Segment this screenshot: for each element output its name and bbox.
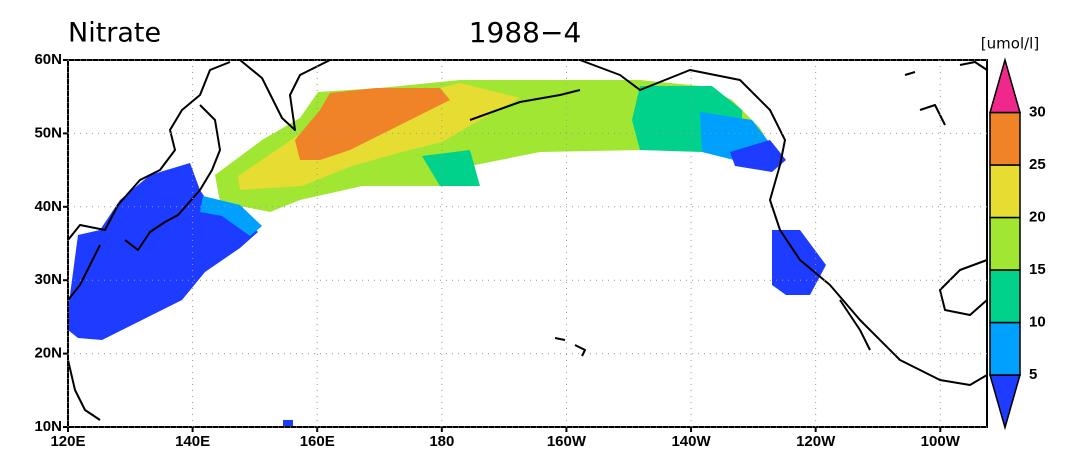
colorbar-label: 30: [1029, 103, 1046, 120]
title: Nitrate: [68, 18, 161, 49]
lat-label: 30N: [34, 271, 62, 288]
lon-label: 180: [429, 433, 454, 450]
lat-label: 50N: [34, 124, 62, 141]
units-label: [umol/l]: [981, 35, 1039, 53]
colorbar-label: 20: [1029, 208, 1046, 225]
lat-label: 20N: [34, 345, 62, 362]
colorbar-segment: [989, 164, 1021, 219]
colorbar-over: [989, 57, 1021, 114]
lon-label: 160E: [300, 433, 335, 450]
date-label: 1988−4: [469, 16, 582, 49]
lat-label: 40N: [34, 198, 62, 215]
map-frame: [67, 59, 988, 428]
colorbar-segment: [989, 269, 1021, 324]
colorbar-label: 15: [1029, 261, 1046, 278]
lon-label: 100W: [921, 433, 961, 450]
colorbar-label: 25: [1029, 156, 1046, 173]
colorbar-label: 5: [1029, 366, 1037, 383]
colorbar-segment: [989, 321, 1021, 376]
lat-label: 60N: [34, 51, 62, 68]
lon-label: 120E: [50, 433, 85, 450]
colorbar-label: 10: [1029, 313, 1046, 330]
coastlines: [67, 59, 988, 421]
lon-label: 140E: [175, 433, 210, 450]
colorbar-segment: [989, 111, 1021, 166]
colorbar-segment: [989, 216, 1021, 271]
lon-label: 160W: [547, 433, 587, 450]
nitrate-field: [68, 80, 826, 427]
lon-label: 140W: [671, 433, 711, 450]
lon-label: 120W: [796, 433, 836, 450]
lat-label: 10N: [34, 418, 62, 435]
colorbar-under: [989, 374, 1021, 431]
